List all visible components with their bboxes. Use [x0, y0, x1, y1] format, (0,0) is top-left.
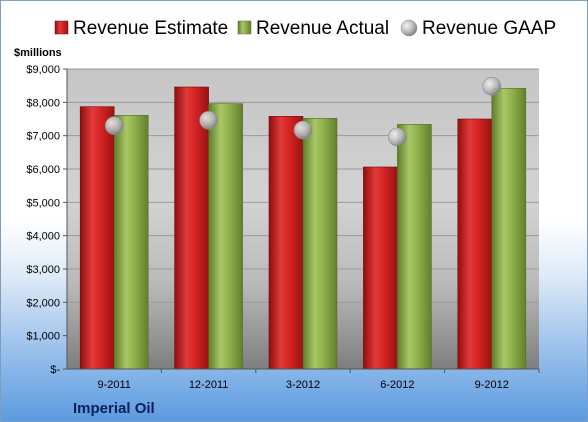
- y-tick-label: $3,000: [26, 264, 60, 276]
- y-tick-label: $-: [50, 364, 60, 376]
- x-tick-label: 9-2012: [475, 379, 509, 391]
- bar-revenue-actual: [302, 118, 338, 370]
- x-tick-label: 12-2011: [189, 379, 229, 391]
- company-name: Imperial Oil: [73, 400, 155, 417]
- bar-revenue-estimate: [268, 116, 304, 370]
- y-tick-label: $4,000: [26, 231, 60, 243]
- marker-revenue-gaap: [293, 120, 313, 140]
- bars: [79, 86, 527, 370]
- legend-marker-revenue-gaap: [400, 19, 418, 37]
- bar-revenue-actual: [208, 103, 243, 370]
- y-tick-label: $5,000: [26, 197, 60, 209]
- y-tick-label: $6,000: [26, 164, 60, 176]
- legend-swatch-revenue-actual: [237, 20, 252, 35]
- chart-legend: Revenue Estimate Revenue Actual Revenue …: [54, 18, 556, 39]
- y-tick-label: $2,000: [26, 297, 60, 309]
- y-tick-label: $9,000: [26, 64, 60, 76]
- y-tick-label: $7,000: [26, 131, 60, 143]
- x-tick-label: 9-2011: [97, 379, 130, 391]
- legend-label-revenue-actual: Revenue Actual: [256, 18, 389, 39]
- marker-revenue-gaap: [104, 116, 124, 135]
- x-axis: 9-2011 12-2011 3-2012 6-2012 9-2012: [67, 368, 540, 391]
- bar-revenue-estimate: [363, 166, 398, 370]
- gaap-markers: [104, 77, 502, 147]
- bar-revenue-actual: [397, 124, 432, 370]
- bar-revenue-actual: [113, 115, 149, 370]
- y-axis: $- $1,000 $2,000 $3,000 $4,000 $5,000 $6,000 $7…: [26, 64, 68, 376]
- marker-revenue-gaap: [482, 77, 502, 96]
- y-axis-unit-label: $millions: [14, 47, 62, 59]
- bar-revenue-estimate: [79, 106, 115, 370]
- legend-label-revenue-gaap: Revenue GAAP: [422, 18, 556, 39]
- bar-revenue-estimate: [174, 86, 209, 370]
- marker-revenue-gaap: [388, 127, 407, 147]
- y-tick-label: $1,000: [26, 331, 60, 343]
- bar-revenue-estimate: [457, 118, 493, 370]
- bar-revenue-actual: [491, 88, 527, 370]
- x-tick-label: 3-2012: [286, 379, 320, 391]
- legend-swatch-revenue-estimate: [54, 20, 69, 35]
- x-tick-label: 6-2012: [380, 379, 414, 391]
- legend-label-revenue-estimate: Revenue Estimate: [73, 18, 228, 39]
- y-tick-label: $8,000: [26, 97, 60, 109]
- marker-revenue-gaap: [199, 111, 218, 130]
